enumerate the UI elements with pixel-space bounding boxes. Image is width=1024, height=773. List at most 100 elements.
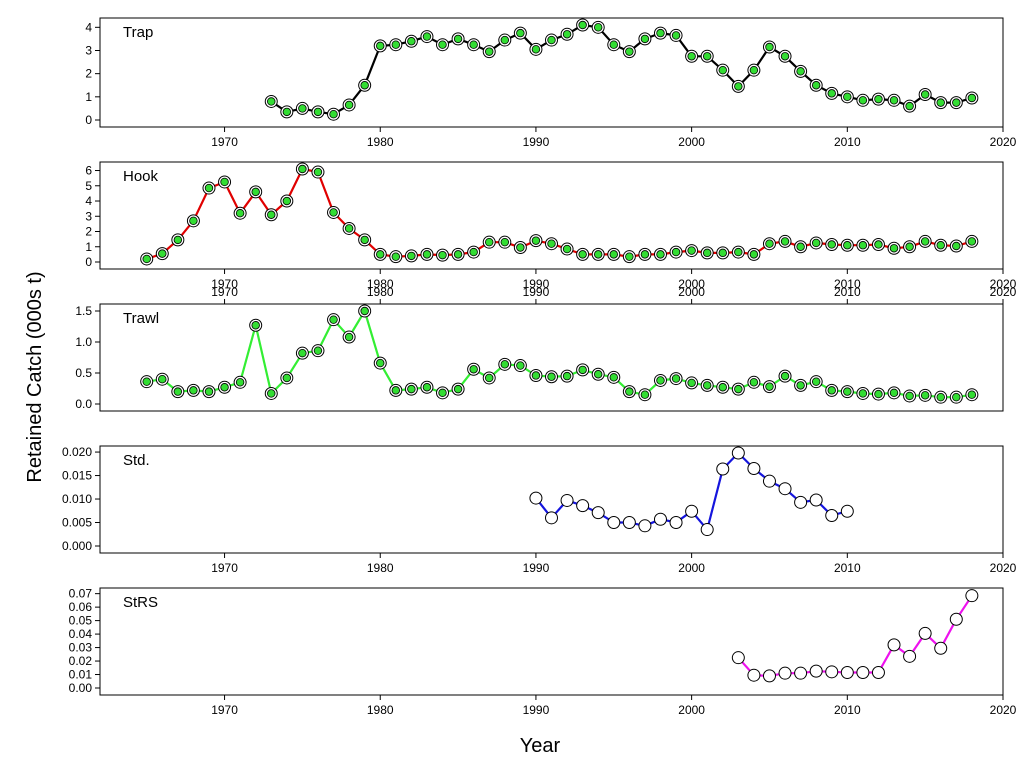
data-point-core	[780, 371, 790, 381]
data-point-core	[189, 216, 198, 226]
data-point-core	[967, 237, 977, 246]
y-tick-label: 0	[85, 113, 92, 127]
data-point-core	[329, 208, 338, 217]
data-point-core	[734, 82, 743, 91]
y-tick-label: 3	[85, 209, 92, 223]
y-tick-label: 2	[85, 67, 92, 81]
y-tick-label: 2	[85, 225, 92, 239]
data-point	[731, 651, 745, 665]
data-point	[529, 491, 543, 505]
data-point-core	[158, 249, 167, 258]
data-point-core	[578, 20, 587, 30]
data-point-core	[796, 67, 805, 76]
data-point	[731, 446, 745, 460]
panel-title: Trawl	[123, 310, 159, 327]
y-tick-label: 1.5	[75, 304, 92, 318]
data-point-core	[204, 387, 214, 396]
data-point	[560, 493, 574, 507]
data-point-core	[469, 40, 478, 49]
x-tick-label: 1970	[211, 135, 238, 149]
data-point-core	[422, 383, 432, 392]
data-point-core	[952, 392, 961, 402]
data-point-core	[765, 42, 774, 52]
x-tick-label: 1990	[523, 277, 550, 291]
data-point-core	[718, 65, 727, 75]
data-point-core	[500, 237, 509, 247]
data-point	[545, 511, 558, 525]
data-point-core	[952, 98, 961, 107]
y-tick-label: 4	[85, 20, 92, 34]
data-point-core	[687, 378, 696, 388]
y-tick-label: 0.010	[62, 492, 92, 506]
y-tick-label: 0.000	[62, 539, 92, 553]
data-point-core	[702, 381, 712, 390]
data-point-core	[640, 250, 650, 259]
data-point-core	[485, 237, 494, 247]
data-point	[825, 508, 839, 522]
data-point-core	[298, 348, 307, 358]
data-point-core	[562, 244, 572, 254]
data-point-core	[204, 183, 214, 193]
y-tick-label: 1	[85, 90, 92, 104]
data-point-core	[360, 306, 369, 316]
data-point-core	[173, 387, 183, 396]
data-point-core	[453, 250, 463, 259]
data-point-core	[329, 315, 338, 324]
data-point-core	[811, 377, 821, 386]
data-point-core	[158, 375, 167, 384]
data-point-core	[547, 239, 556, 248]
y-tick-label: 1.0	[75, 335, 92, 349]
data-point-core	[376, 41, 385, 51]
y-tick-label: 0.015	[62, 469, 92, 483]
x-tick-label: 2020	[990, 135, 1017, 149]
x-tick-label: 1980	[367, 561, 394, 575]
data-point-core	[282, 196, 292, 206]
data-point-core	[889, 388, 899, 398]
data-point-core	[344, 224, 354, 233]
data-point-core	[718, 248, 727, 258]
panel-frame	[99, 587, 1004, 696]
panel-title: Trap	[123, 24, 153, 41]
data-point	[622, 516, 636, 530]
data-point-core	[905, 242, 914, 251]
data-point-core	[609, 373, 618, 382]
data-point	[934, 641, 948, 655]
y-tick-label: 0.01	[69, 668, 93, 682]
data-point	[576, 499, 590, 513]
x-tick-label: 2010	[834, 277, 861, 291]
series-line	[737, 595, 973, 678]
x-tick-label: 1970	[211, 703, 238, 717]
data-point-core	[313, 167, 323, 177]
data-point-core	[298, 104, 307, 113]
data-point-core	[235, 378, 245, 387]
x-tick-label: 1990	[523, 703, 550, 717]
y-tick-label: 6	[85, 164, 92, 178]
data-point-core	[547, 35, 556, 45]
data-point-core	[422, 250, 432, 259]
data-point-core	[531, 236, 541, 245]
data-point-core	[376, 358, 385, 368]
data-point-core	[687, 246, 696, 255]
data-point	[638, 519, 652, 533]
data-point	[685, 504, 699, 518]
x-tick-label: 2000	[678, 703, 705, 717]
data-point-core	[702, 52, 712, 61]
x-tick-label: 2000	[678, 561, 705, 575]
data-point-core	[344, 100, 354, 110]
panel-title: Std.	[123, 452, 150, 469]
series-line	[146, 309, 973, 399]
data-point-core	[453, 34, 463, 44]
data-point-core	[594, 370, 603, 379]
panel-frame	[99, 17, 1004, 128]
data-point	[778, 666, 792, 680]
x-tick-label: 2020	[990, 285, 1017, 299]
data-point-core	[889, 244, 899, 253]
x-tick-label: 1990	[523, 285, 550, 299]
data-point-core	[656, 250, 665, 259]
x-tick-label: 1980	[367, 135, 394, 149]
data-point	[716, 462, 730, 476]
data-point-core	[438, 40, 447, 49]
data-point-core	[407, 37, 416, 46]
data-point-core	[656, 376, 665, 385]
